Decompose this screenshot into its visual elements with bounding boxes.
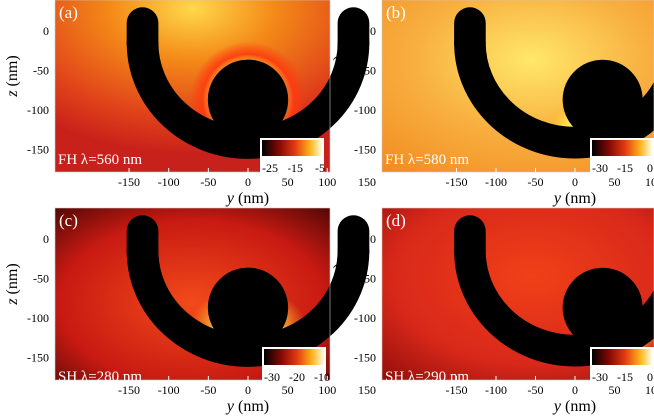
colorbar [592, 349, 652, 365]
x-tick-label: 100 [645, 175, 654, 189]
x-axis-label: y (nm) [225, 398, 269, 415]
x-tick-label: -50 [200, 175, 216, 189]
wavelength-tag: SH λ=290 nm [385, 369, 469, 385]
x-tick-label: 100 [318, 175, 336, 189]
x-tick-label: -150 [446, 383, 468, 397]
plot-frame [381, 0, 654, 173]
z-tick-label: 0 [370, 232, 376, 246]
panel-label: (d) [386, 211, 406, 230]
z-tick-label: -100 [354, 311, 376, 325]
z-axis-label: z (nm) [4, 263, 21, 305]
z-axis-label: z (nm) [331, 55, 348, 97]
x-tick-label: 50 [609, 175, 621, 189]
z-tick-label: -150 [354, 143, 376, 157]
z-tick-label: 0 [43, 24, 49, 38]
panel-b: -30-150(b)FH λ=580 nm-150-100-5005010015… [331, 0, 654, 207]
z-tick-label: -150 [27, 143, 49, 157]
z-tick-label: 0 [43, 232, 49, 246]
wavelength-tag: FH λ=560 nm [58, 152, 142, 168]
x-tick-label: 150 [358, 383, 376, 397]
x-axis-label: y (nm) [552, 190, 596, 207]
z-tick-label: -150 [27, 351, 49, 365]
plot-frame [381, 207, 654, 381]
z-tick-label: -50 [360, 64, 376, 78]
x-tick-label: 50 [282, 175, 294, 189]
x-tick-label: -100 [158, 175, 180, 189]
colorbar-tick-label: 0 [647, 161, 653, 175]
colorbar [592, 140, 652, 156]
z-tick-label: -50 [33, 272, 49, 286]
wavelength-tag: FH λ=580 nm [385, 152, 469, 168]
x-tick-label: 0 [572, 175, 578, 189]
x-tick-label: 50 [282, 383, 294, 397]
nanosphere [562, 59, 643, 140]
z-tick-label: -100 [27, 103, 49, 117]
panel-label: (b) [386, 3, 406, 22]
x-tick-label: 0 [245, 383, 251, 397]
x-tick-label: 150 [358, 175, 376, 189]
x-tick-label: 100 [318, 383, 336, 397]
z-axis-label: z (nm) [4, 55, 21, 97]
horseshoe-nanostructure [454, 235, 654, 367]
panel-c: -30 -20 -10(c)SH λ=280 nm-150 -100 -50 0 50 100… [4, 207, 376, 415]
panel-d: -30-150(d)SH λ=290 nm-150-100-5005010015… [331, 207, 654, 415]
nanosphere [562, 267, 643, 348]
x-tick-label: -150 [118, 383, 140, 397]
x-axis-label: y (nm) [225, 190, 269, 207]
panel-a: -25 -15 -5 (a) FH λ=560 nm -150 -100 -50 0 50 100 1… [4, 0, 376, 207]
colorbar-tick-label: -30 [264, 370, 280, 384]
plot-frame [54, 0, 331, 173]
colorbar [262, 140, 322, 156]
x-tick-label: -100 [485, 383, 507, 397]
colorbar-tick-label: -5 [315, 161, 325, 175]
x-tick-label: -150 [118, 175, 140, 189]
colorbar-tick-label: -15 [617, 161, 633, 175]
z-tick-label: -150 [354, 351, 376, 365]
x-axis-label: y (nm) [552, 398, 596, 415]
z-tick-label: -100 [27, 311, 49, 325]
colorbar-tick-label: -15 [287, 161, 303, 175]
panel-label: (c) [59, 211, 78, 230]
z-axis-label: z (nm) [331, 263, 348, 305]
colorbar [264, 349, 324, 365]
colorbar-tick-label: -25 [262, 161, 278, 175]
z-tick-label: -50 [360, 272, 376, 286]
z-tick-label: -100 [354, 103, 376, 117]
horseshoe-nanostructure [126, 26, 370, 159]
colorbar-tick-label: -30 [592, 161, 608, 175]
colorbar-tick-label: -10 [314, 370, 330, 384]
x-tick-label: -150 [446, 175, 468, 189]
horseshoe-nanostructure [454, 27, 654, 159]
x-tick-label: 50 [609, 383, 621, 397]
x-tick-label: -100 [158, 383, 180, 397]
colorbar-tick-label: -15 [617, 370, 633, 384]
x-tick-label: -100 [485, 175, 507, 189]
x-tick-label: -50 [200, 383, 216, 397]
x-tick-label: 100 [645, 383, 654, 397]
z-tick-label: 0 [370, 24, 376, 38]
x-tick-label: -50 [528, 175, 544, 189]
panel-label: (a) [59, 3, 78, 22]
horseshoe-nanostructure [126, 234, 370, 367]
nanosphere [207, 59, 289, 140]
plot-frame [54, 207, 331, 381]
colorbar-tick-label: -20 [289, 370, 305, 384]
x-tick-label: 0 [245, 175, 251, 189]
wavelength-tag: SH λ=280 nm [58, 369, 142, 385]
colorbar-tick-label: -30 [592, 370, 608, 384]
x-tick-label: -50 [528, 383, 544, 397]
z-tick-label: -50 [33, 64, 49, 78]
x-tick-label: 0 [572, 383, 578, 397]
colorbar-tick-label: 0 [647, 370, 653, 384]
nanosphere [207, 267, 289, 348]
